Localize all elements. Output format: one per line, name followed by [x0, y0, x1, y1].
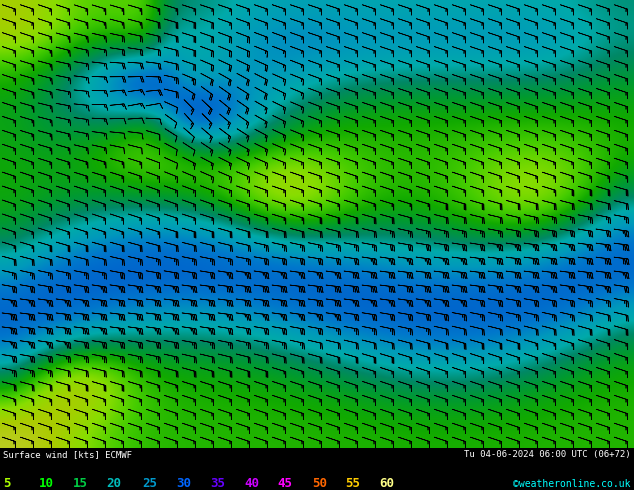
Text: 40: 40 — [244, 477, 259, 490]
Text: 5: 5 — [3, 477, 11, 490]
Text: 55: 55 — [346, 477, 361, 490]
Text: 60: 60 — [379, 477, 394, 490]
Text: 45: 45 — [278, 477, 293, 490]
Text: 35: 35 — [210, 477, 226, 490]
Text: 10: 10 — [39, 477, 55, 490]
Text: 20: 20 — [107, 477, 122, 490]
Text: 15: 15 — [73, 477, 88, 490]
Text: 30: 30 — [176, 477, 191, 490]
Text: Tu 04-06-2024 06:00 UTC (06+72): Tu 04-06-2024 06:00 UTC (06+72) — [464, 450, 631, 460]
Text: 25: 25 — [143, 477, 158, 490]
Text: Surface wind [kts] ECMWF: Surface wind [kts] ECMWF — [3, 450, 132, 460]
Text: ©weatheronline.co.uk: ©weatheronline.co.uk — [514, 479, 631, 489]
Text: 50: 50 — [312, 477, 327, 490]
